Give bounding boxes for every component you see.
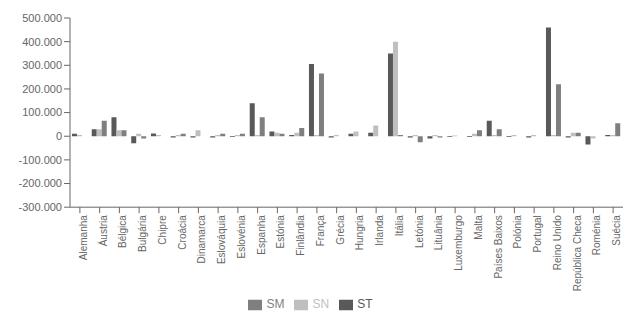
svg-text:500.000: 500.000 <box>22 12 62 24</box>
svg-text:-200.000: -200.000 <box>19 177 62 189</box>
svg-text:Suécia: Suécia <box>611 215 622 246</box>
svg-text:Dinamarca: Dinamarca <box>196 215 207 264</box>
svg-text:Portugal: Portugal <box>532 215 543 252</box>
html-text:SN: SN <box>312 297 330 312</box>
svg-text:Alemanha: Alemanha <box>78 215 89 260</box>
svg-text:Espanha: Espanha <box>256 215 267 255</box>
svg-text:-300.000: -300.000 <box>19 201 62 213</box>
svg-text:Eslovénia: Eslovénia <box>236 215 247 259</box>
svg-text:Polónia: Polónia <box>512 215 523 249</box>
svg-text:Grécia: Grécia <box>335 215 346 245</box>
svg-text:Itália: Itália <box>394 215 405 237</box>
svg-text:0: 0 <box>56 130 62 142</box>
svg-text:-100.000: -100.000 <box>19 154 62 166</box>
svg-text:300.000: 300.000 <box>22 59 62 71</box>
svg-text:200.000: 200.000 <box>22 83 62 95</box>
svg-text:100.000: 100.000 <box>22 106 62 118</box>
svg-text:Irlanda: Irlanda <box>374 215 385 246</box>
svg-text:Finlândia: Finlândia <box>295 215 306 256</box>
svg-text:Áustria: Áustria <box>97 215 109 247</box>
svg-text:Roménia: Roménia <box>591 215 602 255</box>
svg-text:Países Baixos: Países Baixos <box>493 215 504 278</box>
svg-text:Bulgária: Bulgária <box>137 215 148 252</box>
svg-text:400.000: 400.000 <box>22 36 62 48</box>
svg-text:Estónia: Estónia <box>275 215 286 249</box>
svg-text:República Checa: República Checa <box>572 215 583 292</box>
svg-text:Malta: Malta <box>473 215 484 240</box>
svg-text:Eslováquia: Eslováquia <box>216 215 227 264</box>
svg-text:Croácia: Croácia <box>177 215 188 250</box>
svg-text:Lituânia: Lituânia <box>433 215 444 250</box>
html-text:ST: ST <box>357 297 373 312</box>
svg-text:Bélgica: Bélgica <box>117 215 128 248</box>
svg-text:Luxemburgo: Luxemburgo <box>453 215 464 271</box>
svg-text:Reino Unido: Reino Unido <box>552 215 563 270</box>
svg-text:Hungria: Hungria <box>354 215 365 250</box>
svg-text:Chipre: Chipre <box>157 215 168 245</box>
html-text:SM: SM <box>266 297 285 312</box>
svg-text:Letónia: Letónia <box>414 215 425 248</box>
svg-text:França: França <box>315 215 326 247</box>
